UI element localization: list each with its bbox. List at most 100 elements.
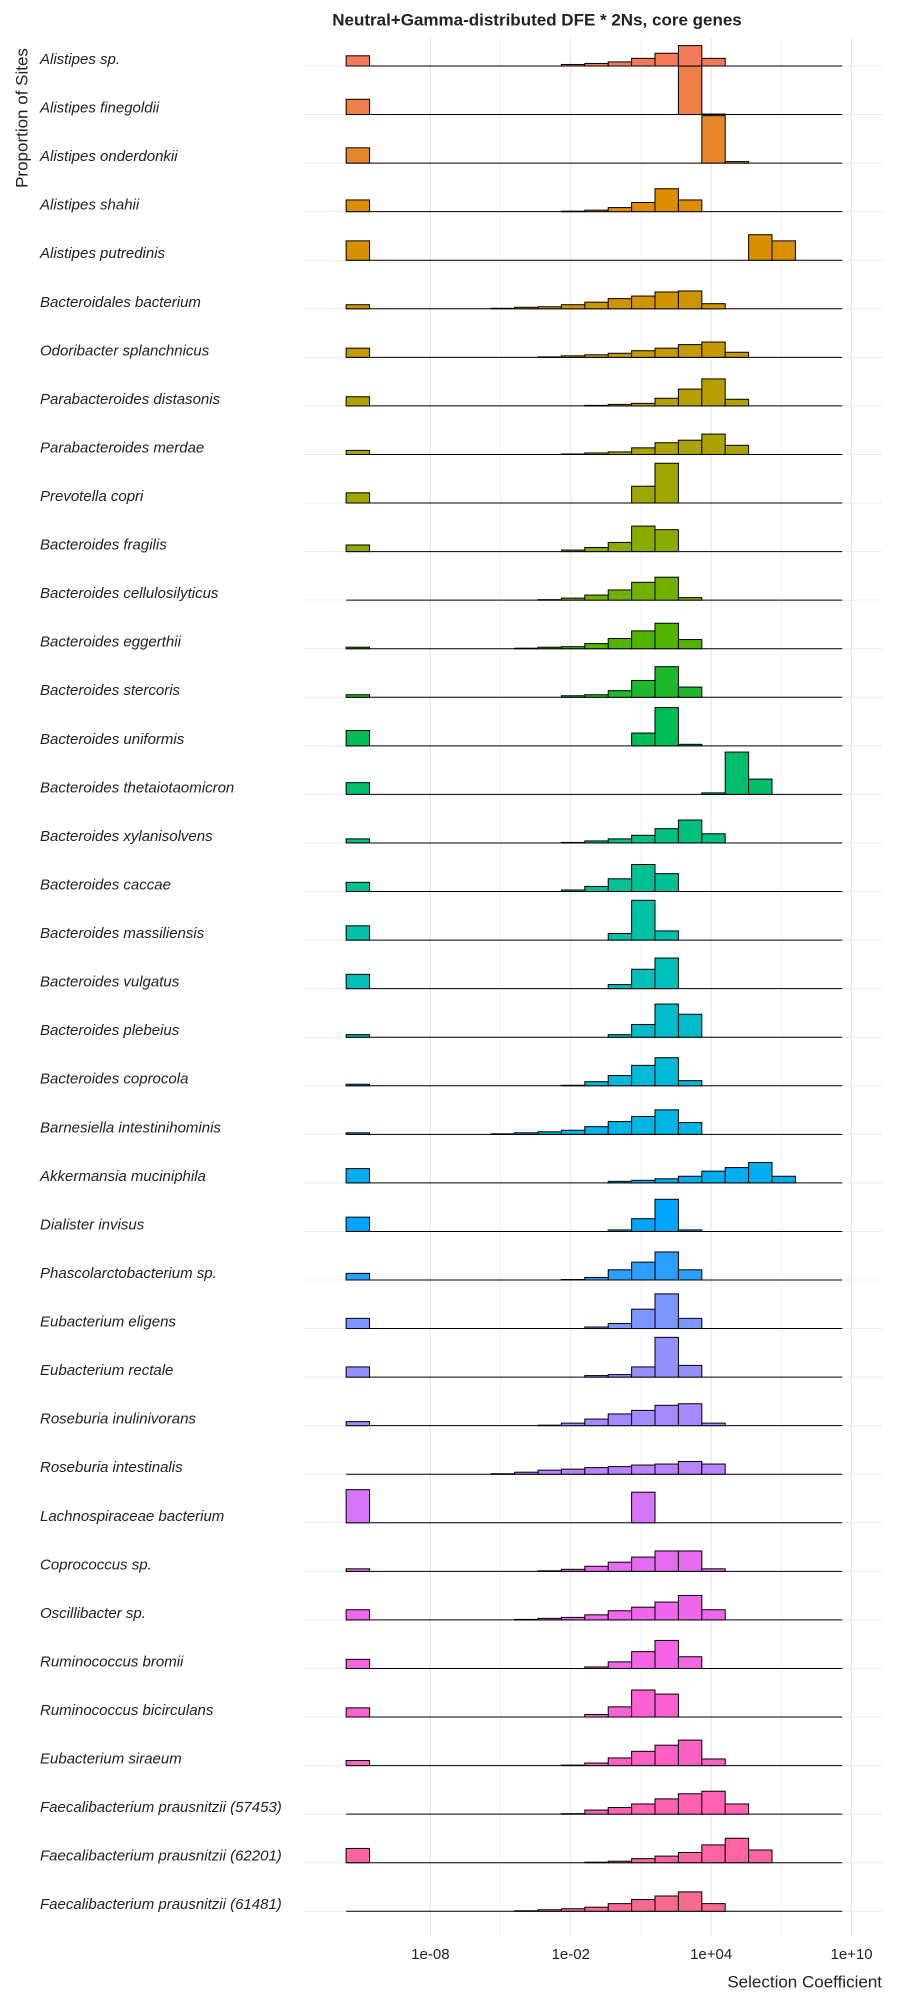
hist-bar bbox=[654, 1404, 679, 1427]
hist-bar bbox=[701, 1170, 726, 1184]
neutral-bar bbox=[345, 694, 371, 698]
series-name: Bacteroides vulgatus bbox=[40, 974, 180, 991]
hist-bar bbox=[677, 597, 703, 601]
hist-bar bbox=[607, 1121, 633, 1135]
hist-bar bbox=[654, 1639, 679, 1669]
hist-bar bbox=[748, 1849, 773, 1864]
hist-bar bbox=[631, 899, 656, 941]
hist-bar bbox=[514, 1910, 539, 1912]
hist-bar bbox=[560, 1468, 586, 1475]
x-tick-label: 1e+04 bbox=[690, 1946, 732, 1963]
hist-bar bbox=[677, 1460, 703, 1475]
hist-bar bbox=[677, 65, 703, 116]
hist-bar bbox=[514, 306, 539, 310]
hist-bar bbox=[701, 113, 726, 116]
hist-bar bbox=[631, 834, 656, 844]
hist-bar bbox=[748, 778, 773, 795]
hist-bar bbox=[677, 1317, 703, 1330]
hist-bar bbox=[584, 1861, 609, 1864]
hist-bar bbox=[677, 1122, 703, 1135]
hist-bar bbox=[584, 452, 609, 455]
series-name: Oscillibacter sp. bbox=[40, 1605, 146, 1622]
hist-bar bbox=[584, 1906, 609, 1912]
hist-bar bbox=[607, 1322, 633, 1330]
neutral-bar bbox=[345, 881, 371, 893]
series-name: Bacteroides caccae bbox=[40, 876, 171, 893]
hist-bar bbox=[584, 404, 609, 407]
hist-bar bbox=[701, 833, 726, 844]
y-axis-label: Proportion of Sites bbox=[12, 48, 31, 188]
hist-bar bbox=[607, 1229, 633, 1232]
hist-bar bbox=[631, 57, 656, 67]
neutral-bar bbox=[345, 147, 371, 164]
hist-bar bbox=[560, 1084, 586, 1087]
neutral-bar bbox=[345, 1421, 371, 1427]
hist-bar bbox=[607, 403, 633, 407]
hist-bar bbox=[654, 1293, 679, 1330]
hist-bar bbox=[701, 1568, 726, 1572]
hist-bar bbox=[584, 1809, 609, 1815]
x-axis-label: Selection Coefficient bbox=[727, 1972, 882, 1991]
hist-bar bbox=[584, 1276, 609, 1281]
hist-bar bbox=[631, 968, 656, 990]
hist-bar bbox=[748, 234, 773, 261]
series-name: Bacteroides eggerthii bbox=[40, 634, 182, 651]
hist-bar bbox=[654, 1463, 679, 1475]
x-tick-label: 1e+10 bbox=[831, 1946, 873, 1963]
hist-bar bbox=[701, 1758, 726, 1767]
series-name: Alistipes finegoldii bbox=[39, 100, 160, 117]
hist-bar bbox=[654, 1550, 679, 1572]
neutral-bar bbox=[345, 449, 371, 455]
hist-bar bbox=[631, 1491, 656, 1524]
hist-bar bbox=[584, 594, 609, 601]
hist-bar bbox=[631, 581, 656, 601]
hist-bar bbox=[677, 1550, 703, 1572]
series-name: Roseburia inulinivorans bbox=[40, 1411, 196, 1428]
hist-bar bbox=[584, 209, 609, 213]
hist-bar bbox=[607, 541, 633, 553]
hist-bar bbox=[631, 1261, 656, 1281]
neutral-bar bbox=[345, 1707, 371, 1718]
neutral-bar bbox=[345, 925, 371, 941]
hist-bar bbox=[607, 352, 633, 358]
neutral-bar bbox=[345, 1568, 371, 1572]
hist-bar bbox=[654, 291, 679, 310]
series-name: Alistipes sp. bbox=[39, 51, 120, 68]
hist-bar bbox=[607, 1034, 633, 1038]
hist-bar bbox=[631, 525, 656, 553]
series-name: Roseburia intestinalis bbox=[40, 1459, 183, 1476]
hist-bar bbox=[654, 1855, 679, 1864]
series-name: Lachnospiraceae bacterium bbox=[40, 1508, 224, 1525]
hist-bar bbox=[607, 1610, 633, 1621]
hist-bar bbox=[654, 1336, 679, 1378]
hist-bar bbox=[607, 932, 633, 941]
neutral-bar bbox=[345, 1034, 371, 1038]
hist-bar bbox=[701, 792, 726, 795]
series-name: Eubacterium rectale bbox=[40, 1362, 173, 1379]
hist-bar bbox=[584, 694, 609, 698]
hist-bar bbox=[584, 1326, 609, 1330]
hist-bar bbox=[537, 1424, 562, 1427]
hist-bar bbox=[724, 161, 750, 164]
hist-bar bbox=[654, 1198, 679, 1232]
hist-bar bbox=[584, 62, 609, 67]
hist-bar bbox=[607, 1374, 633, 1378]
hist-bar bbox=[631, 863, 656, 893]
hist-bar bbox=[607, 1466, 633, 1475]
hist-bar bbox=[677, 1594, 703, 1621]
hist-bar bbox=[560, 549, 586, 553]
hist-bar bbox=[490, 1473, 516, 1475]
hist-bar bbox=[701, 57, 726, 67]
hist-bar bbox=[677, 1403, 703, 1427]
hist-bar bbox=[631, 1115, 656, 1135]
hist-bar bbox=[607, 451, 633, 455]
hist-bar bbox=[631, 1409, 656, 1427]
hist-bar bbox=[677, 1364, 703, 1378]
hist-bar bbox=[560, 889, 586, 893]
neutral-bar bbox=[345, 1489, 371, 1524]
neutral-bar bbox=[345, 1272, 371, 1281]
hist-bar bbox=[607, 1661, 633, 1669]
hist-bar bbox=[654, 1895, 679, 1912]
hist-bar bbox=[677, 1080, 703, 1087]
